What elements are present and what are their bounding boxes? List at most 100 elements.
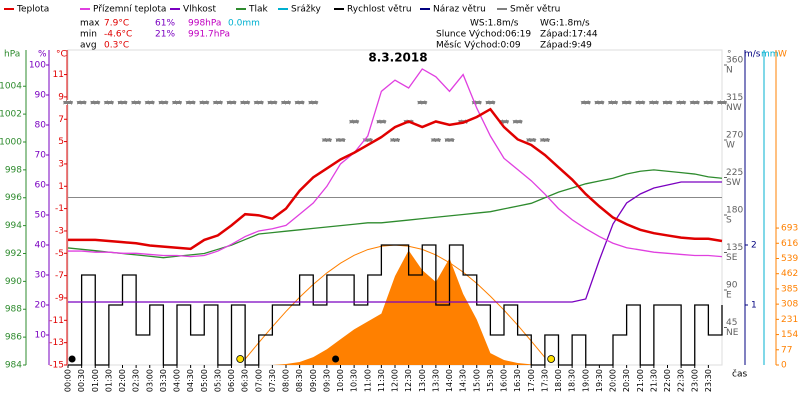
x-tick-label: 02:00 — [118, 369, 127, 392]
direction-dot — [512, 119, 524, 125]
y-tick-label: 616 — [781, 239, 798, 249]
direction-dot — [484, 100, 496, 105]
y-tick-label: -15 — [49, 361, 64, 371]
y-tick-name: SW — [726, 178, 741, 188]
y-tick-label: -9 — [55, 293, 64, 303]
y-tick-label: 1000 — [0, 137, 22, 147]
y-tick-label: 60 — [35, 181, 47, 191]
series-line — [68, 244, 723, 366]
y-tick-label: 180 — [726, 206, 743, 216]
direction-dot — [130, 100, 142, 105]
direction-dot — [253, 100, 265, 105]
y-tick-label: 693 — [781, 224, 798, 234]
x-tick-label: 01:00 — [91, 369, 100, 392]
y-tick-label: 992 — [5, 249, 22, 259]
stat-text: -4.6°C — [104, 30, 132, 40]
x-tick-label: 01:30 — [104, 369, 113, 392]
x-tick-label: 02:30 — [132, 369, 141, 392]
stat-text: 7.9°C — [104, 19, 129, 29]
y-tick-name: NW — [726, 103, 742, 113]
stat-text: avg — [80, 41, 97, 51]
direction-dot — [416, 100, 428, 105]
y-tick-label: 45 — [726, 318, 737, 328]
y-tick-label: 5 — [58, 137, 64, 147]
x-tick-label: 08:30 — [295, 369, 304, 392]
legend-label: Vlhkost — [183, 5, 216, 15]
y-tick-label: 462 — [781, 269, 798, 279]
y-tick-label: 50 — [35, 211, 47, 221]
x-tick-label: 21:30 — [649, 369, 658, 392]
legend-label: Rychlost větru — [347, 5, 412, 15]
y-tick-label: 90 — [35, 91, 47, 101]
direction-dot — [648, 100, 660, 105]
y-tick-label: 30 — [35, 271, 47, 281]
direction-dot — [580, 100, 592, 105]
y-tick-label: 11 — [53, 70, 64, 80]
info-text: Měsíc Východ:0:09 — [436, 41, 521, 51]
moon-marker — [68, 355, 76, 363]
x-tick-label: 06:30 — [241, 369, 250, 392]
direction-dot — [117, 100, 128, 105]
x-tick-label: 15:00 — [472, 369, 481, 392]
x-tick-label: 08:00 — [282, 369, 291, 392]
x-tick-label: 12:30 — [404, 369, 413, 392]
y-tick-label: 1004 — [0, 82, 22, 92]
x-tick-label: 16:00 — [500, 369, 509, 392]
direction-dot — [716, 100, 728, 105]
direction-dot — [471, 100, 483, 105]
x-tick-label: 19:30 — [595, 369, 604, 392]
stat-text: 61% — [155, 19, 175, 29]
direction-dot — [702, 100, 714, 105]
x-tick-label: 20:00 — [609, 369, 618, 392]
x-tick-label: 17:00 — [527, 369, 536, 392]
x-tick-label: 00:00 — [64, 369, 73, 392]
x-tick-label: 16:30 — [513, 369, 522, 392]
y-tick-label: 998 — [5, 165, 22, 175]
y-tick-label: 984 — [5, 361, 22, 371]
x-tick-label: 09:30 — [322, 369, 331, 392]
x-tick-label: 05:30 — [213, 369, 222, 392]
direction-dot — [157, 100, 169, 105]
y-tick-label: 70 — [35, 151, 47, 161]
x-tick-label: 06:00 — [227, 369, 236, 392]
info-text: Slunce Východ:06:19 — [436, 30, 531, 40]
direction-dot — [348, 119, 360, 125]
axis-unit: °C — [56, 50, 67, 60]
direction-dot — [321, 137, 333, 143]
axis-unit: W — [778, 50, 787, 60]
x-tick-label: 14:00 — [445, 369, 454, 392]
direction-dot — [226, 100, 237, 105]
direction-dot — [525, 137, 537, 143]
y-tick-label: -3 — [55, 226, 64, 236]
x-tick-label: 04:30 — [186, 369, 195, 392]
x-tick-label: 23:30 — [704, 369, 713, 392]
direction-dot — [634, 100, 646, 105]
direction-dot — [62, 100, 74, 105]
y-tick-label: 308 — [781, 300, 798, 310]
direction-dot — [621, 100, 633, 105]
y-tick-label: 1 — [751, 301, 757, 311]
stat-text: max — [80, 19, 100, 29]
y-tick-label: 994 — [5, 221, 22, 231]
direction-dot — [185, 100, 197, 105]
y-tick-name: NE — [726, 328, 739, 338]
y-tick-label: -7 — [55, 271, 64, 281]
direction-dot — [103, 100, 115, 105]
radiation-area — [68, 250, 722, 365]
sun-marker — [236, 355, 245, 363]
direction-dot — [675, 100, 687, 105]
stat-text: min — [80, 30, 97, 40]
info-text: Západ:17:44 — [540, 30, 598, 40]
y-tick-label: 90 — [726, 281, 738, 291]
y-tick-label: -1 — [55, 204, 64, 214]
y-tick-label: 231 — [781, 315, 798, 325]
axis-unit: hPa — [4, 50, 20, 60]
x-tick-label: 13:30 — [431, 369, 440, 392]
x-tick-label: 10:00 — [336, 369, 345, 392]
direction-dot — [144, 100, 156, 105]
direction-dot — [389, 137, 401, 143]
x-tick-label: 10:30 — [350, 369, 359, 392]
x-tick-label: 19:00 — [581, 369, 590, 392]
info-text: WS:1.8m/s — [470, 19, 519, 29]
y-tick-label: -5 — [55, 249, 64, 259]
